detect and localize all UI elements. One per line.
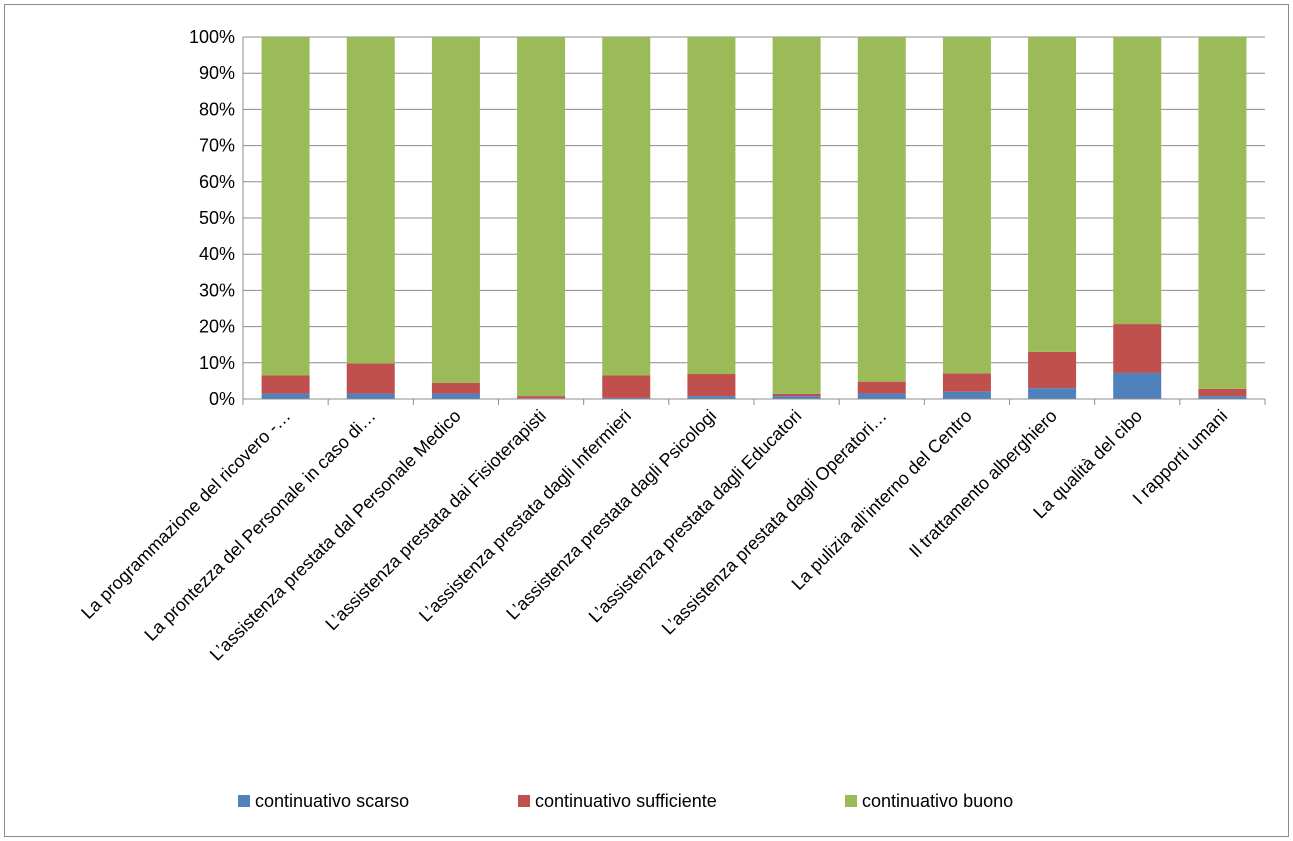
y-tick-label: 10%: [199, 353, 235, 373]
bar-segment: [687, 396, 736, 399]
legend-item: continuativo sufficiente: [518, 791, 717, 811]
bar-segment: [431, 37, 480, 383]
bar-segment: [1113, 37, 1162, 325]
legend-item: continuativo buono: [845, 791, 1013, 811]
bar-segment: [261, 375, 310, 394]
bar-segment: [772, 393, 821, 397]
legend-label: continuativo sufficiente: [535, 791, 717, 811]
bar-segment: [687, 37, 736, 375]
bars: [261, 37, 1247, 399]
bar-segment: [431, 393, 480, 399]
bar-segment: [346, 393, 395, 399]
bar-segment: [346, 363, 395, 394]
legend-item: continuativo scarso: [238, 791, 409, 811]
bar-segment: [1113, 372, 1162, 399]
bar-segment: [346, 37, 395, 364]
bar-segment: [687, 374, 736, 397]
bar-segment: [942, 37, 991, 374]
bar-segment: [517, 37, 566, 397]
bar-segment: [517, 396, 566, 399]
bar-segment: [1198, 37, 1247, 389]
bar-segment: [261, 393, 310, 399]
y-tick-label: 40%: [199, 244, 235, 264]
y-tick-label: 80%: [199, 99, 235, 119]
legend-swatch: [845, 795, 857, 807]
bar-segment: [602, 37, 651, 376]
legend-swatch: [518, 795, 530, 807]
y-tick-label: 30%: [199, 280, 235, 300]
x-category-label: Il trattamento alberghiero: [905, 406, 1061, 562]
legend-swatch: [238, 795, 250, 807]
y-tick-labels: 0% 10% 20% 30% 40% 50% 60% 70% 80% 90% 100%: [189, 27, 235, 409]
y-tick-label: 50%: [199, 208, 235, 228]
bar-segment: [1028, 388, 1077, 399]
y-tick-label: 20%: [199, 317, 235, 337]
x-category-label: La pulizia all’interno del Centro: [788, 406, 976, 594]
bar-segment: [942, 391, 991, 399]
bar-segment: [431, 382, 480, 394]
bar-segment: [772, 37, 821, 394]
bar-segment: [942, 373, 991, 392]
y-tick-label: 0%: [209, 389, 235, 409]
bar-segment: [261, 37, 310, 376]
bar-segment: [1198, 396, 1247, 399]
legend-label: continuativo buono: [862, 791, 1013, 811]
bar-segment: [857, 381, 906, 394]
legend: continuativo scarso continuativo sufficie…: [238, 791, 1013, 811]
bar-segment: [857, 37, 906, 382]
bar-segment: [1028, 37, 1077, 352]
bar-segment: [772, 396, 821, 399]
bar-segment: [1198, 388, 1247, 397]
category-labels: La programmazione del ricovero -…La pron…: [77, 406, 1231, 665]
y-tick-label: 60%: [199, 172, 235, 192]
bar-segment: [602, 397, 651, 399]
y-tick-label: 100%: [189, 27, 235, 47]
bar-segment: [602, 375, 651, 398]
bar-segment: [1113, 324, 1162, 373]
bar-segment: [857, 393, 906, 399]
gridlines: [243, 36, 1265, 400]
bar-segment: [1028, 351, 1077, 389]
y-tick-label: 90%: [199, 63, 235, 83]
legend-label: continuativo scarso: [255, 791, 409, 811]
axes: [242, 37, 1266, 405]
y-tick-label: 70%: [199, 136, 235, 156]
